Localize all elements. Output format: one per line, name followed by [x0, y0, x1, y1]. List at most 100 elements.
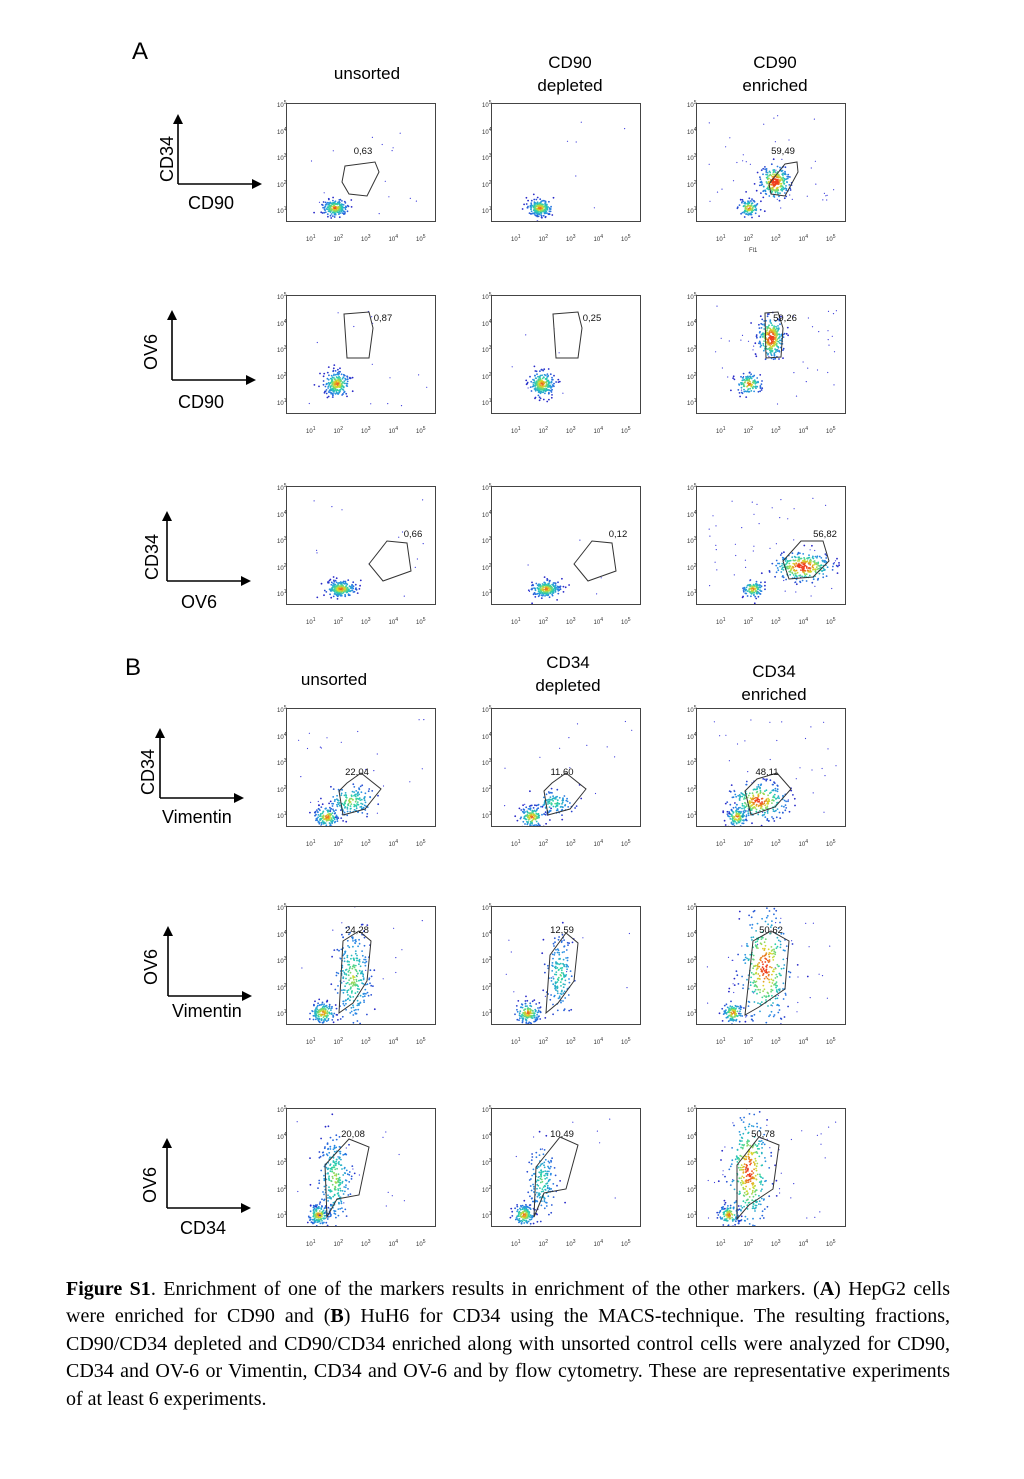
x-tick-label: 103	[566, 617, 575, 626]
event-dot	[535, 812, 538, 815]
event-dot	[319, 809, 321, 812]
event-dot	[339, 198, 342, 201]
event-dot	[340, 817, 343, 819]
event-dot	[536, 817, 539, 819]
event-dot	[745, 586, 748, 589]
event-dot	[350, 954, 353, 957]
event-dot	[343, 382, 346, 385]
event-dot	[754, 385, 757, 388]
tick-base: 10	[566, 620, 573, 626]
event-dot	[759, 178, 762, 181]
y-tick-label: 103	[277, 758, 286, 767]
event-dot	[756, 171, 759, 174]
event-dot	[324, 807, 327, 810]
event-dot	[566, 959, 569, 962]
event-dot	[759, 343, 762, 345]
event-dot	[331, 203, 334, 206]
event-dot	[781, 189, 784, 192]
event-dot	[334, 587, 337, 590]
event-dot	[536, 587, 539, 589]
gate-outline	[552, 311, 583, 359]
event-dot	[369, 969, 372, 972]
event-dot	[534, 214, 537, 216]
event-dot	[771, 789, 774, 792]
event-dot	[376, 753, 378, 755]
event-dot	[335, 814, 338, 817]
event-dot	[755, 208, 758, 210]
x-tick-label: 102	[334, 1037, 343, 1046]
event-dot	[331, 802, 333, 805]
event-dot	[342, 580, 345, 583]
event-dot	[606, 746, 608, 748]
event-dot	[566, 956, 569, 959]
event-dot	[326, 396, 329, 399]
event-dot	[330, 389, 333, 392]
tick-base: 10	[333, 1040, 341, 1046]
tick-exponent: 4	[283, 509, 287, 516]
event-dot	[363, 804, 366, 807]
event-dot	[563, 951, 565, 953]
event-dot	[331, 805, 334, 807]
event-dot	[358, 959, 360, 962]
y-tick-label: 102	[687, 785, 696, 794]
event-dot	[770, 163, 773, 166]
event-dot	[760, 585, 763, 588]
event-dot	[772, 173, 774, 176]
x-tick-label: 103	[566, 839, 575, 848]
event-dot	[759, 208, 762, 211]
tick-exponent: 1	[517, 234, 521, 240]
event-dot	[341, 789, 344, 791]
tick-exponent: 2	[693, 371, 697, 378]
event-dot	[815, 563, 818, 566]
event-dot	[539, 374, 542, 377]
x-tick-label: 101	[716, 426, 725, 435]
tick-exponent: 1	[312, 839, 316, 845]
y-tick-label: 105	[687, 100, 696, 109]
event-dot	[754, 588, 757, 590]
event-dot	[319, 746, 321, 748]
event-dot	[781, 566, 784, 569]
event-dot	[800, 562, 803, 564]
event-dot	[539, 1006, 542, 1008]
event-dot	[333, 821, 336, 824]
event-dot	[316, 549, 318, 551]
event-dot	[521, 1019, 524, 1022]
event-dot	[709, 535, 711, 537]
y-tick-label: 103	[482, 153, 491, 162]
event-dot	[831, 587, 833, 590]
event-dot	[336, 588, 339, 591]
event-dot	[555, 587, 558, 589]
event-dot	[364, 801, 367, 804]
event-dot	[343, 582, 345, 585]
tick-exponent: 3	[777, 617, 781, 623]
event-dot	[751, 804, 753, 806]
tick-base: 10	[716, 620, 723, 626]
event-dot	[563, 795, 566, 797]
event-dot	[535, 212, 538, 214]
event-dot	[357, 1008, 360, 1011]
event-dot	[556, 987, 559, 990]
event-dot	[740, 391, 743, 394]
event-dot	[314, 1018, 317, 1021]
event-dot	[565, 799, 568, 802]
event-dot	[775, 343, 778, 346]
tick-exponent: 1	[693, 811, 697, 817]
event-dot	[741, 201, 743, 204]
event-dot	[765, 789, 768, 792]
event-dot	[749, 797, 752, 800]
x-tick-label: 102	[539, 617, 548, 626]
event-dot	[793, 539, 795, 541]
event-dot	[544, 595, 546, 597]
x-tick-label: 101	[511, 839, 520, 848]
event-dot	[333, 949, 336, 951]
event-dot	[336, 801, 339, 804]
tick-exponent: 3	[283, 345, 287, 351]
tick-exponent: 2	[488, 179, 492, 186]
event-dot	[774, 343, 776, 346]
gate-percentage: 59,49	[771, 146, 795, 157]
plot-a-row2-col2: 0,25	[491, 295, 641, 414]
event-dot	[536, 1011, 539, 1014]
event-dot	[320, 825, 322, 826]
y-tick-label: 104	[687, 127, 696, 136]
event-dot	[766, 339, 769, 342]
